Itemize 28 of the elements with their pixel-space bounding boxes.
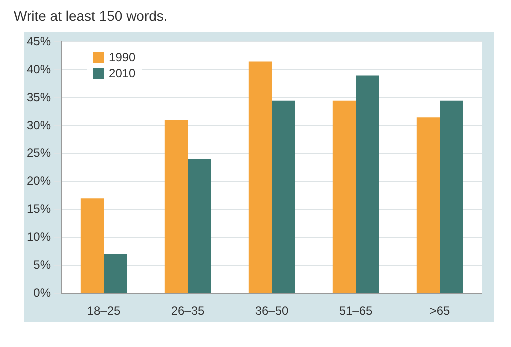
y-tick-label: 35% (26, 90, 52, 104)
bar (440, 100, 464, 294)
x-tick-label: >65 (430, 304, 451, 318)
y-tick-label: 10% (26, 230, 52, 244)
bar (80, 198, 104, 294)
bar (332, 100, 356, 294)
bar (164, 120, 188, 294)
bar (272, 100, 296, 294)
bar (248, 62, 272, 294)
x-tick-label: 51–65 (339, 304, 374, 318)
x-tick-label: 36–50 (255, 304, 290, 318)
legend-label: 1990 (109, 50, 136, 65)
x-tick-label: 18–25 (87, 304, 122, 318)
legend-label: 2010 (109, 66, 136, 81)
y-tick-label: 45% (26, 34, 52, 49)
y-tick-label: 25% (26, 146, 52, 160)
y-tick-label: 30% (26, 118, 52, 132)
y-tick-label: 5% (34, 258, 52, 272)
y-tick-label: 40% (26, 62, 52, 76)
bar (188, 160, 212, 294)
bar (416, 118, 440, 294)
bar (104, 254, 128, 294)
bar (356, 76, 380, 294)
x-tick-label: 26–35 (171, 304, 206, 318)
chart-title: Write at least 150 words. (14, 8, 169, 24)
y-tick-label: 0% (34, 286, 52, 300)
y-tick-label: 15% (26, 202, 52, 216)
y-tick-label: 20% (26, 174, 52, 188)
